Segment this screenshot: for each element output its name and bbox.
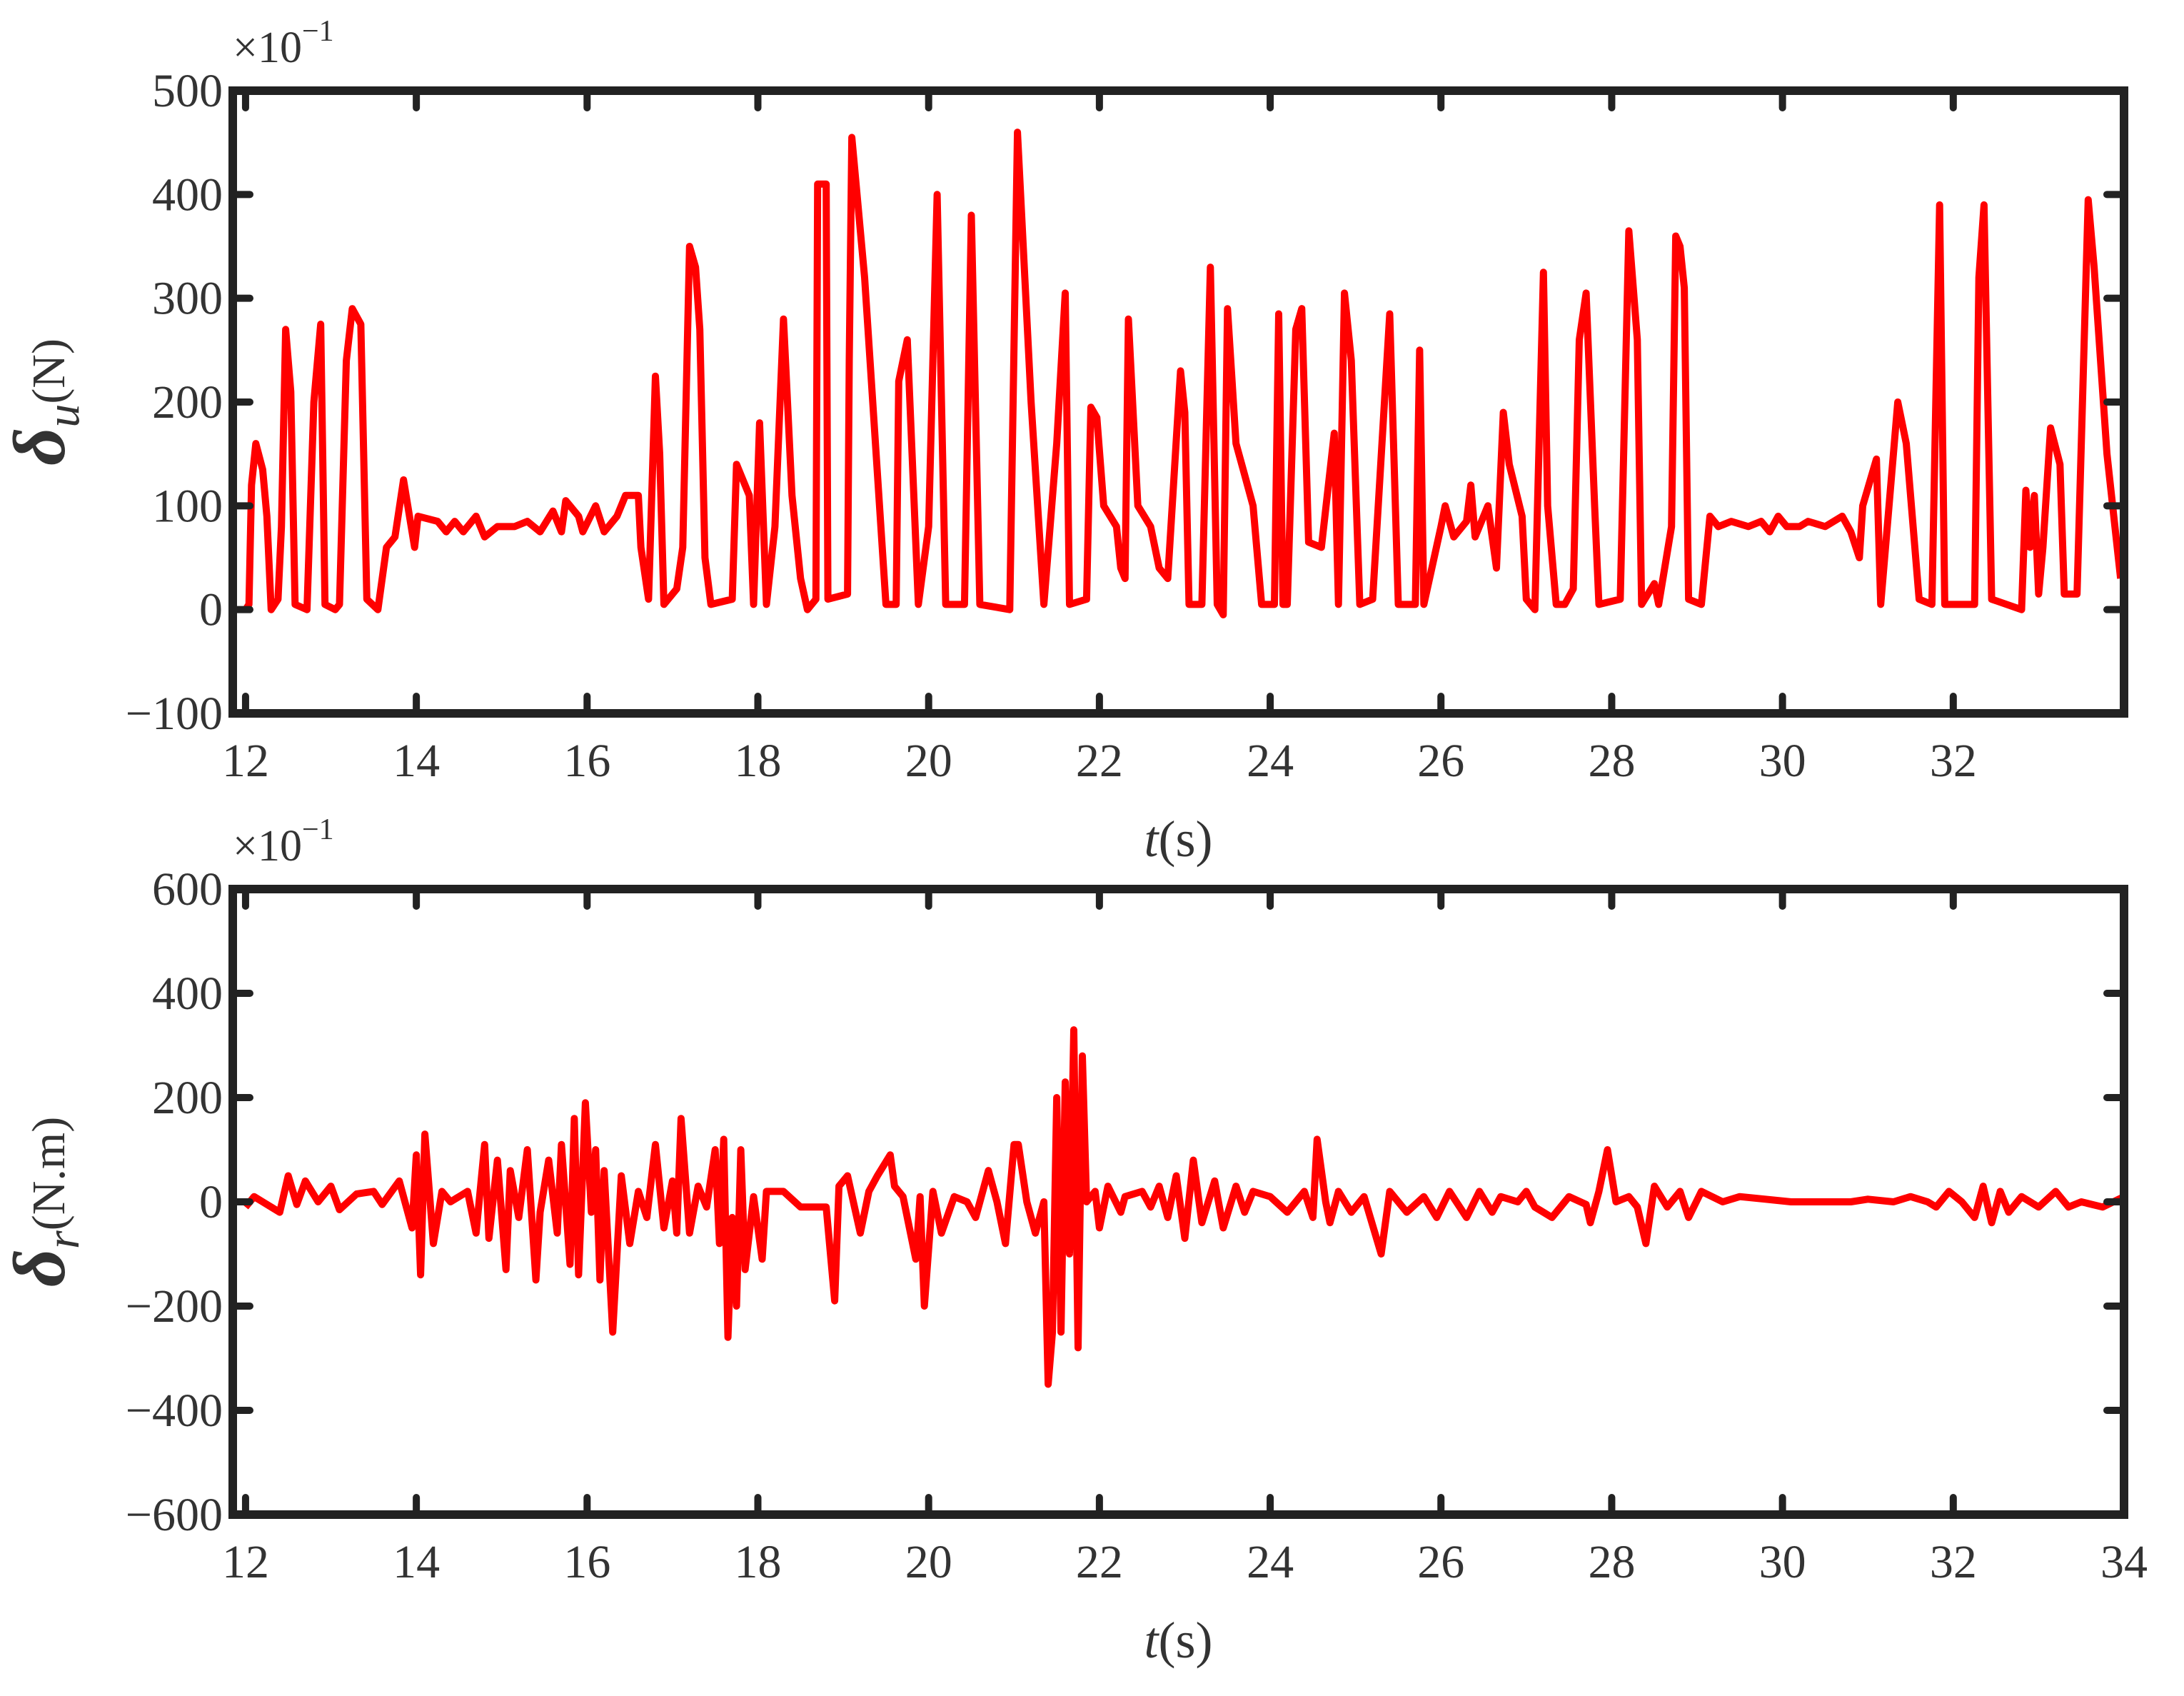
multiplier-base: ×10 — [233, 822, 302, 870]
x-tick-label: 12 — [222, 735, 269, 787]
axes-frame — [228, 86, 2128, 718]
x-tick-label: 22 — [1076, 735, 1123, 787]
x-tick-label: 16 — [563, 1536, 610, 1588]
x-tick-label: 16 — [563, 735, 610, 787]
y-tick-label: 600 — [152, 863, 223, 915]
x-label-unit: (s) — [1159, 811, 1213, 868]
data-line — [242, 129, 2124, 618]
axes: 12 14 16 18 20 22 24 26 28 30 32 34 −600 −400 −200 0 200… — [0, 813, 2148, 1669]
y-label-subscript: u — [37, 404, 89, 428]
y-tick-label: −200 — [126, 1280, 223, 1333]
x-tick-label: 28 — [1588, 1536, 1635, 1588]
x-tick-label: 28 — [1588, 735, 1635, 787]
y-tick-label: 200 — [152, 376, 223, 428]
x-tick-label: 24 — [1247, 735, 1294, 787]
y-tick-label: −600 — [126, 1489, 223, 1541]
y-tick-label: 100 — [152, 480, 223, 532]
y-tick-label: 400 — [152, 169, 223, 221]
x-tick-label: 32 — [1930, 735, 1977, 787]
x-label-symbol: t — [1144, 811, 1160, 868]
y-tick-label: −100 — [126, 688, 223, 740]
x-tick-label: 14 — [393, 735, 440, 787]
x-tick-label: 12 — [222, 1536, 269, 1588]
x-tick-label: 20 — [905, 735, 952, 787]
x-axis-label: t(s) — [1144, 1612, 1213, 1669]
y-tick-label: 500 — [152, 65, 223, 117]
x-axis-label: t(s) — [1144, 811, 1213, 868]
x-tick-label: 18 — [735, 1536, 782, 1588]
data-line — [243, 1026, 2124, 1388]
y-label-symbol: δ — [0, 428, 81, 466]
x-tick-label: 24 — [1247, 1536, 1294, 1588]
y-tick-label: 200 — [152, 1072, 223, 1124]
x-tick-label: 34 — [2100, 1536, 2148, 1588]
axes-frame — [228, 885, 2128, 1519]
multiplier: ×10−1 — [233, 15, 334, 72]
x-tick-label: 32 — [1930, 1536, 1977, 1588]
multiplier-exponent: −1 — [302, 813, 334, 846]
y-axis-label: δu(N) — [0, 338, 89, 466]
axes: 12 14 16 18 20 22 24 26 28 30 32 −100 0 100 200 300 400 5… — [0, 15, 2128, 868]
y-label-subscript: r — [37, 1230, 89, 1249]
x-label-unit: (s) — [1159, 1612, 1213, 1669]
x-tick-label: 20 — [905, 1536, 952, 1588]
x-tick-label: 26 — [1417, 1536, 1464, 1588]
multiplier-exponent: −1 — [302, 15, 334, 48]
x-tick-label: 30 — [1759, 1536, 1806, 1588]
y-label-unit: (N) — [23, 338, 75, 404]
x-tick-label: 18 — [735, 735, 782, 787]
y-label-symbol: δ — [0, 1249, 81, 1287]
y-tick-label: 0 — [199, 584, 223, 636]
y-label-unit: (N.m) — [23, 1117, 75, 1230]
x-tick-label: 26 — [1417, 735, 1464, 787]
x-tick-label: 30 — [1759, 735, 1806, 787]
y-tick-label: −400 — [126, 1385, 223, 1437]
x-label-symbol: t — [1144, 1612, 1160, 1669]
y-tick-label: 400 — [152, 968, 223, 1020]
multiplier-base: ×10 — [233, 24, 302, 72]
y-axis-label: δr(N.m) — [0, 1117, 89, 1287]
multiplier: ×10−1 — [233, 813, 334, 870]
y-tick-label: 0 — [199, 1176, 223, 1228]
y-tick-label: 300 — [152, 273, 223, 325]
x-tick-label: 14 — [393, 1536, 440, 1588]
x-tick-label: 22 — [1076, 1536, 1123, 1588]
